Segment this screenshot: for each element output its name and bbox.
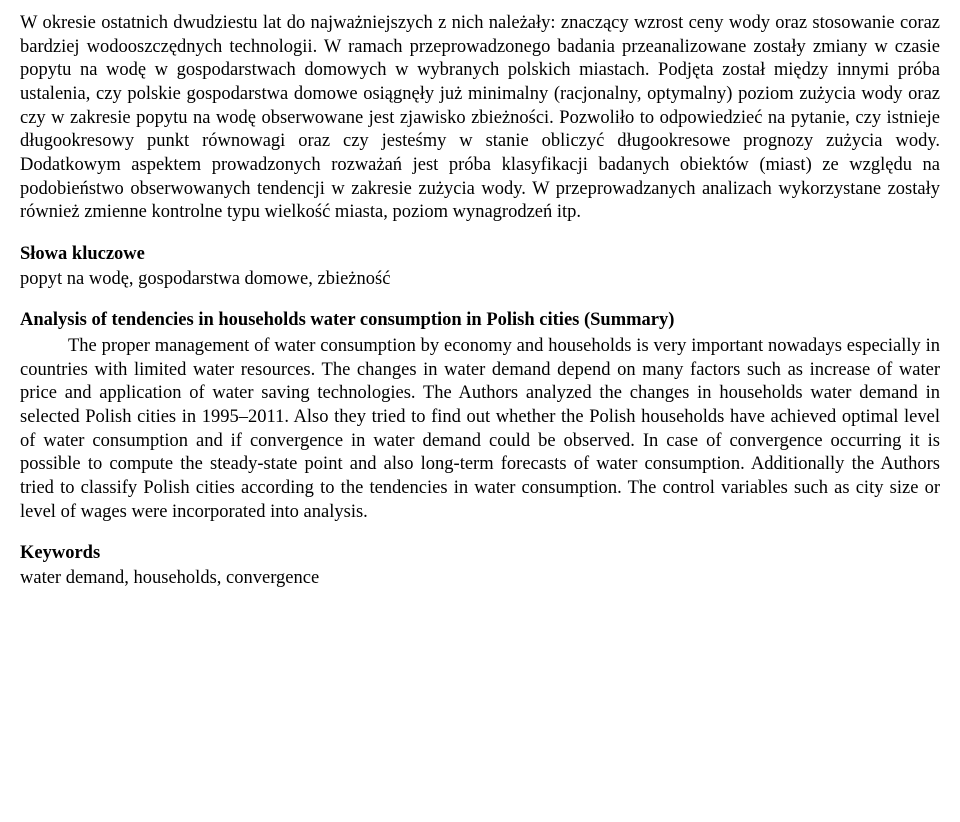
keywords-label: Keywords xyxy=(20,542,940,566)
slowa-kluczowe-label: Słowa kluczowe xyxy=(20,243,940,267)
abstract-paragraph-pl: W okresie ostatnich dwudziestu lat do na… xyxy=(20,12,940,225)
english-summary-title: Analysis of tendencies in households wat… xyxy=(20,309,940,333)
abstract-paragraph-en: The proper management of water consumpti… xyxy=(20,335,940,524)
abstract-en-text: The proper management of water consumpti… xyxy=(20,336,940,522)
keywords-text: water demand, households, convergence xyxy=(20,567,940,591)
document-page: W okresie ostatnich dwudziestu lat do na… xyxy=(0,0,960,822)
slowa-kluczowe-text: popyt na wodę, gospodarstwa domowe, zbie… xyxy=(20,268,940,292)
